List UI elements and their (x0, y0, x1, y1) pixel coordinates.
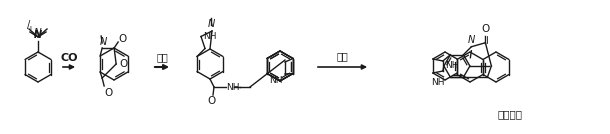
Text: N: N (468, 35, 475, 45)
Text: O: O (104, 88, 112, 98)
Text: NH: NH (431, 78, 445, 87)
Text: O: O (208, 96, 216, 106)
Text: O: O (119, 59, 127, 69)
Text: NH: NH (270, 76, 283, 85)
Text: O: O (481, 24, 489, 34)
Text: N: N (34, 29, 42, 38)
Text: N: N (34, 30, 42, 40)
Text: ı: ı (29, 25, 31, 31)
Text: O: O (118, 34, 126, 44)
Text: 吴茱萸碱: 吴茱萸碱 (498, 109, 523, 119)
Text: NH: NH (445, 62, 458, 70)
Text: N: N (207, 19, 215, 29)
Text: 胺酸: 胺酸 (156, 52, 168, 62)
Text: NH: NH (226, 83, 240, 92)
Text: 环化: 环化 (336, 51, 348, 61)
Text: N: N (99, 37, 107, 47)
Text: /: / (27, 20, 30, 30)
Text: CO: CO (60, 53, 77, 63)
Text: NH: NH (203, 32, 217, 41)
